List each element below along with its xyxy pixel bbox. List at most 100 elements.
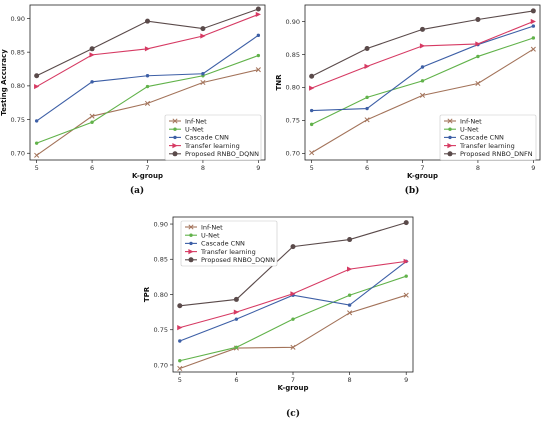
x-tick-label: 7 [420, 164, 424, 172]
series-cascade-cnn [34, 33, 261, 123]
series-transfer-learning [34, 11, 261, 90]
legend-swatch-marker [189, 241, 193, 246]
data-point [233, 296, 239, 302]
legend-frame [164, 114, 262, 161]
data-point [420, 79, 425, 83]
legend-item: Transfer learning [444, 142, 515, 150]
x-tick-label: 7 [145, 164, 149, 172]
legend-swatch-marker [188, 224, 194, 230]
x-tick-label: 5 [310, 164, 314, 172]
y-tick-label: 0.75 [286, 117, 300, 125]
data-point [420, 65, 425, 69]
data-point [34, 119, 39, 123]
data-point [347, 237, 353, 243]
legend-label: Cascade CNN [185, 134, 229, 142]
data-point [290, 291, 296, 297]
legend-label: Inf-Net [201, 223, 223, 231]
data-point [290, 344, 296, 350]
data-point [34, 83, 40, 90]
x-axis-label: K-group [132, 172, 163, 180]
legend-swatch-marker [188, 249, 194, 255]
legend-label: U-Net [201, 232, 220, 240]
data-point [403, 292, 409, 298]
legend-label: Inf-Net [460, 117, 482, 125]
series-cascade-cnn [309, 24, 536, 113]
series-cascade-cnn [178, 259, 408, 343]
data-point [89, 46, 95, 52]
data-point [365, 106, 369, 111]
series-inf-net [309, 46, 536, 156]
series-u-net [178, 274, 408, 363]
legend-item: U-Net [185, 232, 220, 240]
data-point [144, 46, 151, 52]
data-point [145, 74, 150, 78]
data-point [404, 274, 408, 278]
data-point [234, 345, 239, 350]
x-tick-label: 6 [90, 164, 94, 172]
x-tick-label: 9 [404, 376, 408, 384]
legend-label: Cascade CNN [460, 134, 504, 142]
data-point [309, 122, 314, 127]
y-tick-label: 0.80 [286, 84, 300, 92]
data-point [200, 33, 206, 39]
data-point [364, 117, 370, 123]
data-point [177, 325, 183, 331]
y-tick-label: 0.85 [286, 51, 300, 59]
y-tick-label: 0.70 [154, 361, 168, 369]
x-tick-label: 9 [256, 164, 260, 172]
x-tick-label: 6 [365, 164, 369, 172]
legend-label: Proposed RNBO_DNFN [460, 150, 533, 158]
series-inf-net [177, 292, 409, 372]
data-point [309, 108, 314, 113]
legend-label: Transfer learning [184, 142, 240, 150]
legend-item: Transfer learning [169, 142, 240, 150]
legend-item: Inf-Net [444, 117, 482, 125]
data-point [201, 72, 205, 76]
data-point [255, 67, 261, 73]
data-point [34, 141, 39, 145]
legend-swatch-marker [173, 127, 177, 131]
series-proposed [177, 220, 409, 309]
legend-item: U-Net [444, 126, 479, 134]
legend-item: Proposed RNBO_DQNN [169, 150, 259, 158]
y-tick-label: 0.85 [154, 256, 168, 264]
legend-frame [180, 220, 278, 267]
data-point [365, 95, 369, 100]
y-tick-label: 0.90 [154, 220, 168, 228]
legend-swatch-marker [172, 118, 178, 124]
y-axis-label: TNR [275, 74, 283, 91]
y-axis-label: Testing Accuracy [0, 49, 8, 116]
x-axis-label: K-group [407, 172, 438, 180]
legend-swatch-marker [172, 151, 178, 157]
series-transfer-learning [177, 258, 409, 331]
legend-item: Inf-Net [185, 223, 223, 231]
data-point [90, 120, 94, 124]
x-tick-label: 8 [476, 164, 480, 172]
legend-swatch-marker [447, 118, 453, 124]
legend-label: U-Net [460, 126, 479, 134]
legend-swatch-marker [448, 135, 452, 140]
data-point [200, 79, 206, 86]
legend-label: Proposed RNBO_DQNN [185, 150, 259, 158]
data-point [90, 80, 94, 84]
y-tick-label: 0.90 [11, 15, 25, 23]
x-tick-label: 8 [348, 376, 352, 384]
legend-swatch-marker [447, 151, 453, 157]
y-tick-label: 0.80 [154, 291, 168, 299]
data-point [233, 309, 239, 315]
data-point [531, 24, 536, 28]
legend-swatch-marker [188, 257, 194, 263]
data-point [403, 220, 409, 226]
data-point [530, 46, 536, 52]
legend-frame [439, 114, 537, 161]
data-point [475, 41, 481, 47]
data-point [309, 150, 315, 156]
data-point [347, 310, 353, 316]
data-point [531, 36, 536, 40]
data-point [256, 33, 261, 38]
legend-label: Inf-Net [185, 117, 207, 125]
data-point [34, 152, 40, 158]
